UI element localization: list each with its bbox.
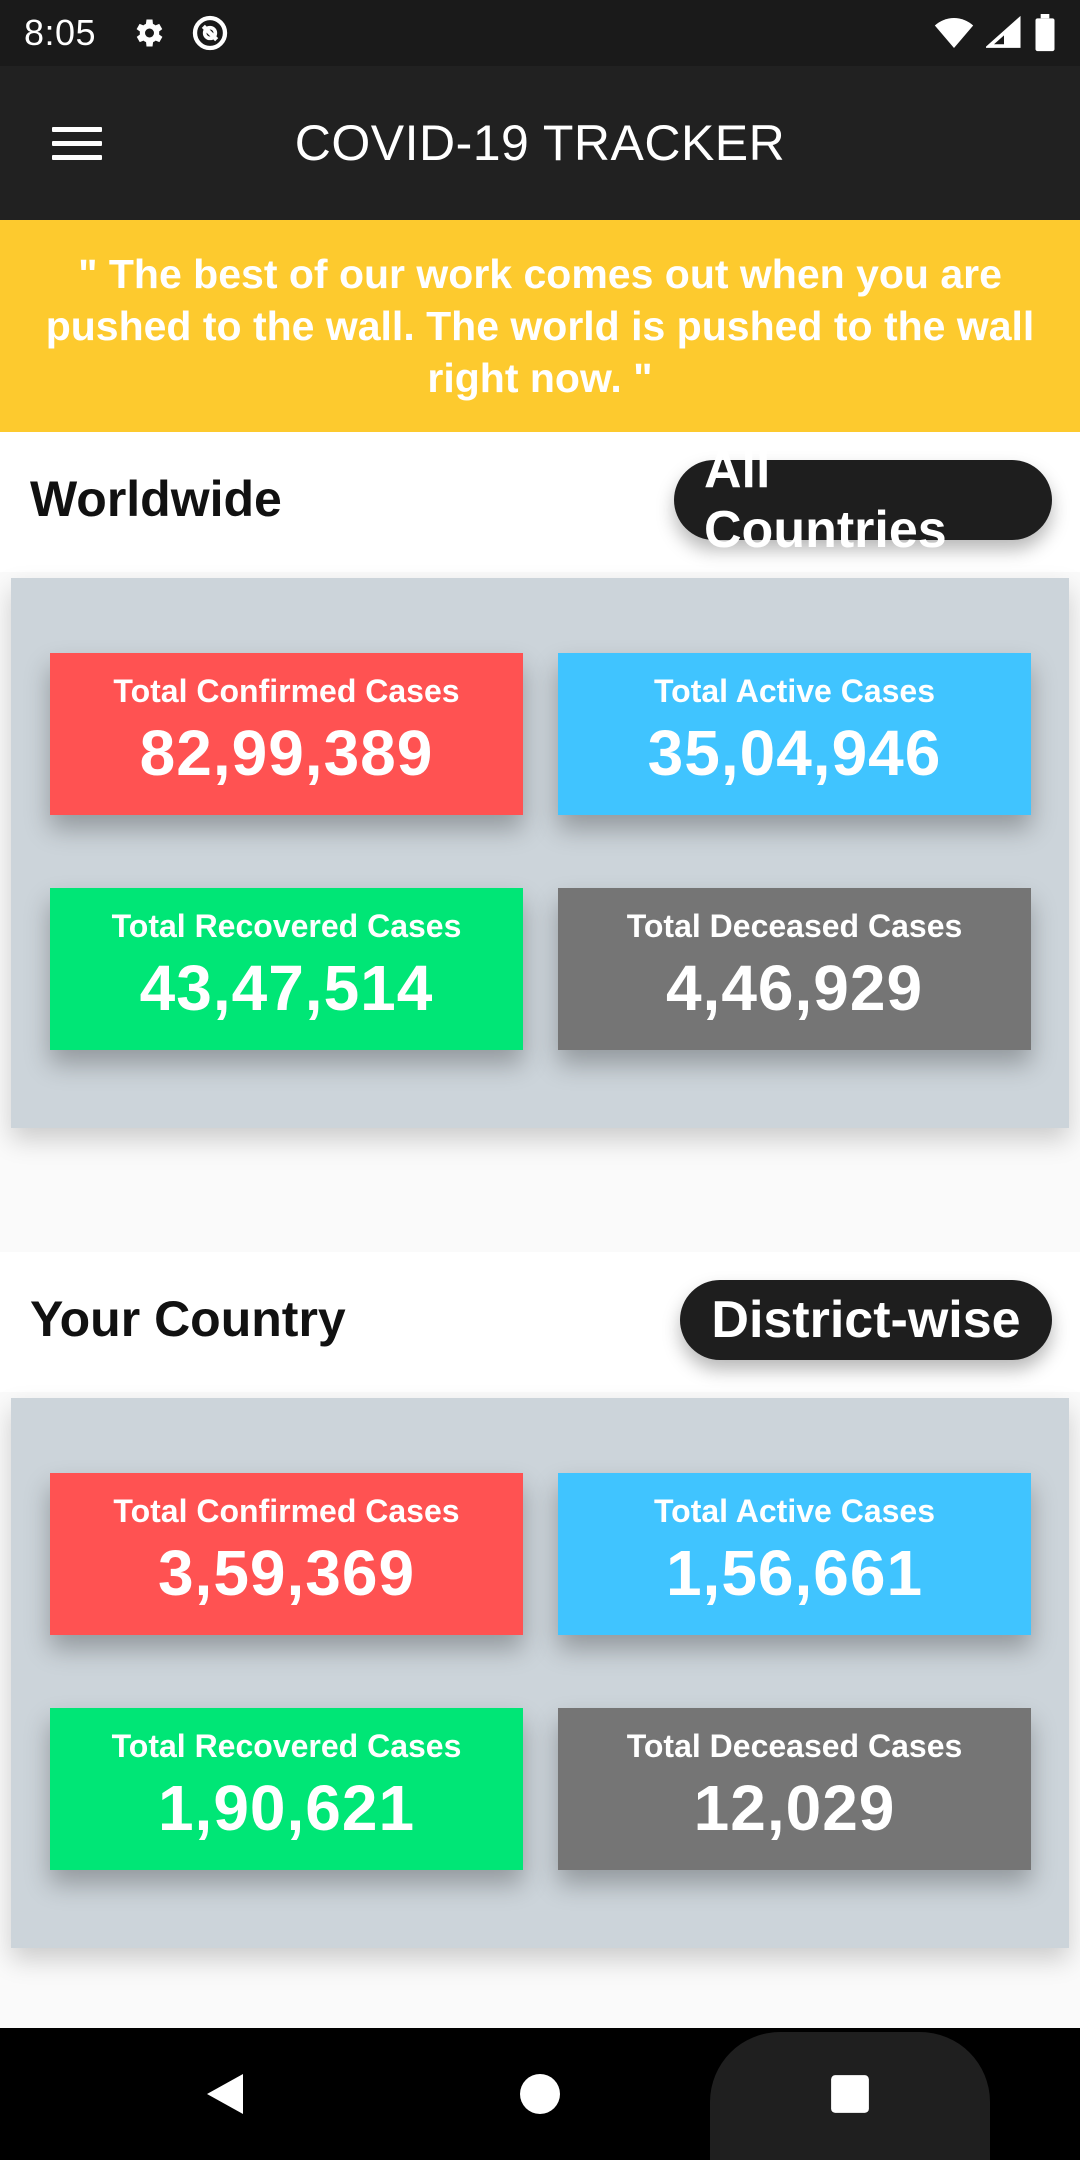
app-bar: COVID-19 TRACKER xyxy=(0,66,1080,220)
worldwide-header: Worldwide All Countries xyxy=(0,432,1080,572)
country-recovered-card: Total Recovered Cases 1,90,621 xyxy=(50,1708,523,1870)
worldwide-recovered-card: Total Recovered Cases 43,47,514 xyxy=(50,888,523,1050)
cell-signal-icon xyxy=(986,16,1021,48)
worldwide-confirmed-card: Total Confirmed Cases 82,99,389 xyxy=(50,653,523,815)
card-value: 43,47,514 xyxy=(139,952,434,1024)
back-triangle xyxy=(207,2074,243,2114)
worldwide-title: Worldwide xyxy=(30,471,282,527)
country-stats-panel: Total Confirmed Cases 3,59,369 Total Act… xyxy=(11,1398,1069,1948)
card-label: Total Active Cases xyxy=(654,1493,935,1529)
card-label: Total Recovered Cases xyxy=(111,1728,462,1764)
worldwide-stats-panel: Total Confirmed Cases 82,99,389 Total Ac… xyxy=(11,578,1069,1128)
card-value: 3,59,369 xyxy=(157,1537,416,1609)
wifi-icon xyxy=(934,18,974,48)
battery-icon xyxy=(1035,14,1055,52)
menu-line xyxy=(52,140,102,146)
card-value: 12,029 xyxy=(693,1772,896,1844)
card-value: 35,04,946 xyxy=(647,717,942,789)
gear-icon xyxy=(136,19,163,47)
status-left-icons xyxy=(130,13,230,53)
recents-icon[interactable] xyxy=(710,2028,990,2160)
worldwide-active-card: Total Active Cases 35,04,946 xyxy=(558,653,1031,815)
card-label: Total Confirmed Cases xyxy=(113,673,460,709)
country-title: Your Country xyxy=(30,1291,346,1347)
status-right-icons xyxy=(934,14,1056,52)
district-wise-button[interactable]: District-wise xyxy=(680,1280,1052,1360)
navigation-bar xyxy=(0,2028,1080,2160)
menu-line xyxy=(52,126,102,132)
menu-line xyxy=(52,154,102,160)
recents-square xyxy=(831,2075,869,2113)
card-label: Total Confirmed Cases xyxy=(113,1493,460,1529)
quote-banner: " The best of our work comes out when yo… xyxy=(0,220,1080,432)
back-icon[interactable] xyxy=(180,2028,270,2160)
country-deceased-card: Total Deceased Cases 12,029 xyxy=(558,1708,1031,1870)
status-time: 8:05 xyxy=(24,12,97,53)
app-title: COVID-19 TRACKER xyxy=(294,115,786,171)
country-header: Your Country District-wise xyxy=(0,1252,1080,1392)
card-label: Total Deceased Cases xyxy=(626,1728,963,1764)
status-bar: 8:05 xyxy=(0,0,1080,66)
data-saver-icon xyxy=(192,15,228,51)
all-countries-button[interactable]: All Countries xyxy=(674,441,1052,559)
card-value: 4,46,929 xyxy=(665,952,924,1024)
card-value: 82,99,389 xyxy=(139,717,434,789)
card-value: 1,90,621 xyxy=(157,1772,416,1844)
card-label: Total Deceased Cases xyxy=(626,908,963,944)
country-confirmed-card: Total Confirmed Cases 3,59,369 xyxy=(50,1473,523,1635)
card-value: 1,56,661 xyxy=(665,1537,924,1609)
home-circle xyxy=(520,2074,560,2114)
hamburger-menu-icon[interactable] xyxy=(40,110,114,176)
home-icon[interactable] xyxy=(495,2028,585,2160)
card-label: Total Active Cases xyxy=(654,673,935,709)
worldwide-deceased-card: Total Deceased Cases 4,46,929 xyxy=(558,888,1031,1050)
card-label: Total Recovered Cases xyxy=(111,908,462,944)
country-active-card: Total Active Cases 1,56,661 xyxy=(558,1473,1031,1635)
